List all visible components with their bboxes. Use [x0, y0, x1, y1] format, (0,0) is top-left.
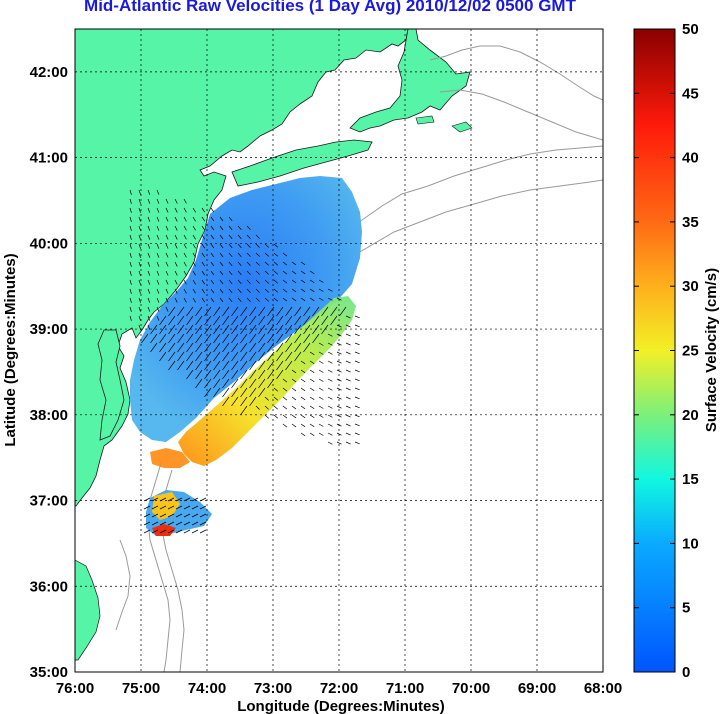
x-tick-label: 70:00 [452, 680, 490, 697]
land-mass [75, 29, 409, 507]
x-tick-label: 74:00 [188, 680, 226, 697]
velocity-south-peak [152, 524, 176, 536]
colorbar-tick-label: 25 [682, 343, 699, 360]
x-tick-label: 73:00 [254, 680, 292, 697]
x-tick-label: 76:00 [56, 680, 94, 697]
velocity-jet [178, 296, 356, 466]
plot-frame [74, 28, 604, 673]
y-tick-label: 38:00 [30, 407, 68, 424]
y-tick-label: 40:00 [30, 235, 68, 252]
velocity-field [129, 176, 362, 536]
colorbar-tick-label: 45 [682, 85, 699, 102]
colorbar-label: Surface Velocity (cm/s) [703, 268, 720, 432]
x-tick-label: 69:00 [518, 680, 556, 697]
colorbar-tick-label: 5 [682, 600, 690, 617]
y-tick-label: 35:00 [30, 664, 68, 681]
x-tick-label: 71:00 [386, 680, 424, 697]
velocity-hotspot-mouth [150, 448, 190, 468]
nantucket [451, 121, 473, 133]
y-axis-ticks: 35:00 36:00 37:00 38:00 39:00 40:00 41:00 42:00 [30, 64, 68, 681]
y-tick-label: 39:00 [30, 321, 68, 338]
colorbar [633, 28, 676, 673]
plot-area [75, 29, 603, 672]
colorbar-tick-label: 0 [682, 664, 690, 681]
marthas-vineyard [415, 115, 435, 125]
y-tick-label: 42:00 [30, 64, 68, 81]
colorbar-tick-label: 30 [682, 278, 699, 295]
x-axis-label: Longitude (Degrees:Minutes) [237, 698, 445, 714]
new-england-coast [349, 29, 471, 133]
x-tick-label: 75:00 [122, 680, 160, 697]
delmarva-peninsula [97, 329, 125, 441]
colorbar-ticks: 0 5 10 15 20 25 30 35 40 45 50 [634, 21, 699, 681]
long-island [231, 139, 373, 187]
figure-title: Mid-Atlantic Raw Velocities (1 Day Avg) … [84, 0, 576, 15]
x-tick-label: 72:00 [320, 680, 358, 697]
colorbar-tick-label: 10 [682, 535, 699, 552]
grid-lines [75, 29, 603, 672]
outer-banks [75, 559, 101, 661]
x-tick-label: 68:00 [584, 680, 622, 697]
y-axis-label: Latitude (Degrees:Minutes) [2, 253, 19, 446]
colorbar-tick-label: 15 [682, 471, 699, 488]
colorbar-tick-label: 50 [682, 21, 699, 38]
velocity-region-north [130, 176, 362, 442]
colorbar-tick-label: 40 [682, 150, 699, 167]
colorbar-tick-label: 35 [682, 214, 699, 231]
x-axis-ticks: 76:00 75:00 74:00 73:00 72:00 71:00 70:00 69:00… [56, 680, 622, 697]
colorbar-tick-label: 20 [682, 407, 699, 424]
y-tick-label: 41:00 [30, 150, 68, 167]
y-tick-label: 36:00 [30, 578, 68, 595]
velocity-vectors [129, 189, 360, 534]
y-tick-label: 37:00 [30, 493, 68, 510]
